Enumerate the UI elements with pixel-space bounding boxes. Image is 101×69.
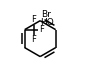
Text: HO: HO <box>40 18 54 27</box>
Text: F: F <box>31 35 36 44</box>
Text: F: F <box>31 16 36 24</box>
Text: Br: Br <box>41 10 51 19</box>
Text: F: F <box>39 25 44 34</box>
